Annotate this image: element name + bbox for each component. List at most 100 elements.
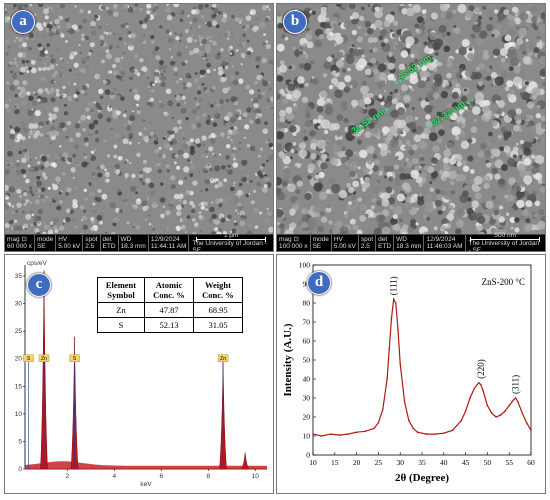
scale-bar-b xyxy=(470,237,541,242)
xrd-data-point xyxy=(390,317,393,319)
xrd-data-point xyxy=(460,420,462,422)
scale-bar-a xyxy=(196,237,267,242)
x-tick-label: 30 xyxy=(396,458,404,467)
xrd-data-point xyxy=(504,410,506,413)
sem-panel-b: b 43.52 nm 39.52 nm 37.32 nm mag ⊡ 100 00… xyxy=(276,3,546,252)
peak-annotation: (220) xyxy=(476,359,486,379)
x-tick-label: 4 xyxy=(112,473,116,480)
measurement-lines xyxy=(356,55,474,133)
y-tick-label: 70 xyxy=(303,318,311,327)
table-header: Atomic Conc. % xyxy=(144,277,194,303)
table-cell: 47.87 xyxy=(144,302,194,318)
xrd-data-point xyxy=(338,434,340,436)
xrd-data-point xyxy=(443,432,445,434)
y-tick-label: 20 xyxy=(303,413,311,422)
xrd-data-point xyxy=(495,416,497,418)
eds-peak xyxy=(241,452,250,470)
y-tick-label: 30 xyxy=(15,301,23,308)
xrd-data-point xyxy=(477,382,480,384)
xrd-data-point xyxy=(329,433,332,435)
y-tick-label: 0 xyxy=(306,451,310,460)
xrd-data-point xyxy=(464,410,467,413)
xrd-pattern-chart: 0102030405060708090100101520253035404550… xyxy=(282,261,535,485)
xrd-data-point xyxy=(412,427,415,430)
y-tick-label: 40 xyxy=(303,375,311,384)
xrd-data-point xyxy=(364,430,367,433)
xrd-data-point xyxy=(382,408,384,411)
xrd-data-point xyxy=(395,302,397,304)
table-cell: Zn xyxy=(97,302,145,318)
peak-tag xyxy=(23,354,34,362)
xrd-data-point xyxy=(499,414,502,416)
x-axis-label: 2θ (Degree) xyxy=(395,472,449,484)
y-tick-label: 10 xyxy=(303,432,311,441)
table-header-row: Element Symbol Atomic Conc. % Weight Con… xyxy=(97,277,243,303)
xrd-data-point xyxy=(408,420,410,422)
sem-texture xyxy=(5,4,273,238)
xrd-data-point xyxy=(525,421,528,424)
xrd-data-point xyxy=(434,433,436,435)
table-cell: S xyxy=(97,317,145,333)
y-tick-label: 20 xyxy=(15,356,23,363)
xrd-data-point xyxy=(508,404,510,407)
y-axis-label: Intensity (A.U.) xyxy=(282,323,294,396)
eds-background xyxy=(25,461,267,469)
xrd-data-point xyxy=(320,435,323,437)
table-header: Weight Conc. % xyxy=(193,277,243,303)
x-tick-label: 2 xyxy=(65,473,69,480)
x-axis-label: keV xyxy=(140,481,152,488)
xrd-data-point xyxy=(425,433,428,435)
sem-panel-a: a mag ⊡ 60 000 x mode SE HV 5.00 kV spot 2.5… xyxy=(4,3,274,252)
xrd-data-point xyxy=(480,383,482,386)
peak-annotation: (111) xyxy=(389,276,399,295)
xrd-data-point xyxy=(514,397,517,399)
x-tick-label: 35 xyxy=(418,458,426,467)
table-cell: 68.95 xyxy=(193,302,243,318)
x-tick-label: 6 xyxy=(159,473,163,480)
y-tick-label: 0 xyxy=(18,466,22,473)
y-tick-label: 35 xyxy=(15,273,23,280)
xrd-data-point xyxy=(388,347,391,350)
panel-c-label: c xyxy=(27,273,51,297)
table-row: S 52.13 31.05 xyxy=(97,317,243,333)
chart-title: ZnS-200 °C xyxy=(482,277,525,287)
table-header: Element Symbol xyxy=(97,277,145,303)
y-tick-label: 10 xyxy=(15,411,23,418)
x-tick-label: 45 xyxy=(462,458,470,467)
x-tick-label: 15 xyxy=(331,458,339,467)
y-tick-label: 80 xyxy=(303,299,311,308)
xrd-data-point xyxy=(347,433,349,435)
y-tick-label: 90 xyxy=(303,280,311,289)
peak-tag xyxy=(217,354,229,362)
xrd-data-point xyxy=(403,401,406,403)
xrd-data-point xyxy=(486,404,489,407)
x-tick-label: 40 xyxy=(440,458,448,467)
x-tick-label: 55 xyxy=(505,458,513,467)
sem-infobar-a: mag ⊡ 60 000 x mode SE HV 5.00 kV spot 2.5 d… xyxy=(5,232,273,251)
xrd-data-point xyxy=(451,429,454,432)
x-tick-label: 10 xyxy=(252,473,260,480)
peak-tag xyxy=(38,354,50,362)
eds-panel-c: cps/eV keV 0 5 10 15 20 25 30 35 2 4 6 8 10 S Zn S Zn c El… xyxy=(4,254,274,494)
peak-annotation: (311) xyxy=(511,375,521,394)
y-tick-label: 5 xyxy=(18,438,22,445)
xrd-panel-d: 0102030405060708090100101520253035404550… xyxy=(276,254,546,494)
x-tick-label: 20 xyxy=(353,458,361,467)
scale-label-a: 1 µm xyxy=(223,232,239,239)
panel-b-label: b xyxy=(283,10,307,34)
composition-table: Element Symbol Atomic Conc. % Weight Con… xyxy=(97,277,243,333)
peak-tag xyxy=(69,354,80,362)
x-tick-label: 8 xyxy=(206,473,210,480)
y-tick-label: 15 xyxy=(15,383,23,390)
xrd-data-point xyxy=(377,421,380,424)
xrd-data-point xyxy=(397,328,399,331)
xrd-data-point xyxy=(373,427,375,430)
table-row: Zn 47.87 68.95 xyxy=(97,302,243,318)
sem-infobar-b: mag ⊡ 100 000 x mode SE HV 5.00 kV spot 2.5 … xyxy=(277,232,545,251)
xrd-data-point xyxy=(530,429,532,432)
peak-label: S xyxy=(27,356,31,362)
xrd-data-point xyxy=(491,412,493,414)
x-tick-label: 25 xyxy=(375,458,383,467)
xrd-data-point xyxy=(473,387,476,390)
